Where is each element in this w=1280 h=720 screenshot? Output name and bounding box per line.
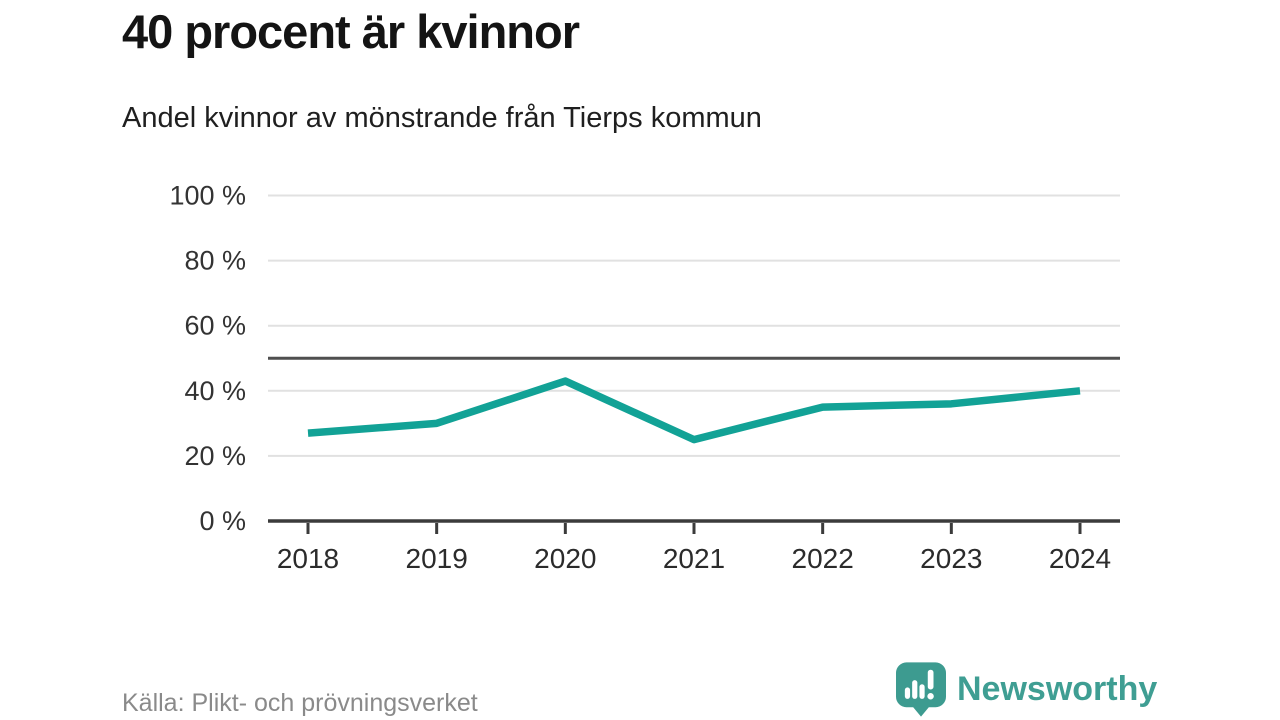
y-tick-label: 100 % <box>169 181 246 211</box>
x-tick-label: 2020 <box>534 543 596 574</box>
x-tick-label: 2019 <box>406 543 468 574</box>
chart-subtitle: Andel kvinnor av mönstrande från Tierps … <box>122 102 762 134</box>
x-tick-label: 2022 <box>792 543 854 574</box>
data-line <box>307 377 1081 444</box>
y-tick-label: 60 % <box>184 311 246 341</box>
y-tick-label: 20 % <box>184 441 246 471</box>
y-tick-label: 80 % <box>184 246 246 276</box>
newsworthy-logo: Newsworthy <box>896 662 1157 717</box>
x-tick-label: 2024 <box>1049 543 1111 574</box>
newsworthy-logo-text: Newsworthy <box>957 670 1158 708</box>
source-note: Källa: Plikt- och prövningsverket <box>122 689 478 717</box>
y-tick-label: 40 % <box>184 376 246 406</box>
x-tick-label: 2021 <box>663 543 725 574</box>
y-tick-label: 0 % <box>199 506 246 536</box>
chart-title: 40 procent är kvinnor <box>122 5 580 58</box>
newsworthy-logo-icon <box>896 662 946 717</box>
x-tick-label: 2018 <box>277 543 339 574</box>
x-tick-label: 2023 <box>920 543 982 574</box>
